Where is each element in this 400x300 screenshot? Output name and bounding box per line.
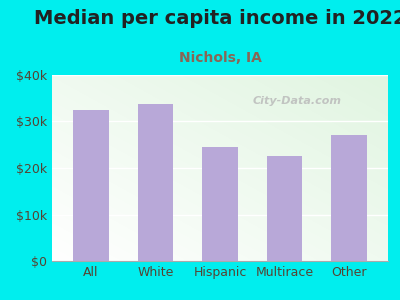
- Bar: [202, 147, 238, 261]
- Text: Median per capita income in 2022: Median per capita income in 2022: [34, 9, 400, 28]
- Bar: [332, 135, 367, 261]
- Bar: [138, 104, 173, 261]
- Text: Nichols, IA: Nichols, IA: [178, 51, 262, 65]
- Bar: [267, 156, 302, 261]
- Bar: [73, 110, 108, 261]
- Text: City-Data.com: City-Data.com: [253, 96, 342, 106]
